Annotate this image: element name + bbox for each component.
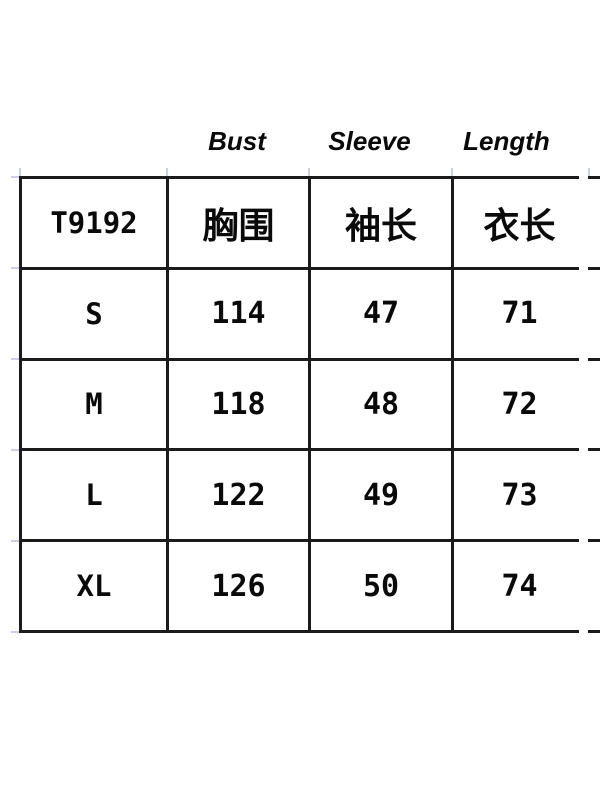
gridline-tick bbox=[19, 168, 21, 176]
gridline-tick bbox=[11, 176, 19, 178]
size-cell: L bbox=[22, 451, 166, 540]
size-cell: S bbox=[22, 269, 166, 358]
gridline-tick bbox=[308, 168, 310, 176]
row-line-extension bbox=[588, 176, 600, 179]
gridline-tick bbox=[11, 449, 19, 451]
bust-value-cell: 122 bbox=[169, 451, 308, 540]
gridline-tick bbox=[11, 358, 19, 360]
row-line-extension bbox=[588, 539, 600, 543]
length-column-label: Length bbox=[463, 125, 550, 156]
gridline-tick bbox=[588, 168, 590, 176]
length-value-cell: 73 bbox=[454, 451, 585, 540]
bust-column-label: Bust bbox=[208, 125, 266, 156]
bust-value-cell: 126 bbox=[169, 542, 308, 630]
length-value-cell: 74 bbox=[454, 542, 585, 630]
bust-value-cell: 114 bbox=[169, 269, 308, 358]
length-header-cell: 衣长 bbox=[454, 179, 585, 267]
size-cell: XL bbox=[22, 542, 166, 630]
gridline-tick bbox=[166, 168, 168, 176]
length-value-cell: 72 bbox=[454, 360, 585, 449]
row-line-extension bbox=[588, 630, 600, 633]
gridline-tick bbox=[11, 267, 19, 269]
size-table: T9192 胸围 袖长 衣长 S 114 47 71 M 118 48 72 L… bbox=[19, 176, 585, 633]
size-cell: M bbox=[22, 360, 166, 449]
bust-header-cell: 胸围 bbox=[169, 179, 308, 267]
product-code-cell: T9192 bbox=[22, 179, 166, 267]
sleeve-value-cell: 50 bbox=[311, 542, 451, 630]
sleeve-column-label: Sleeve bbox=[328, 125, 411, 156]
sleeve-value-cell: 47 bbox=[311, 269, 451, 358]
gridline-tick bbox=[11, 540, 19, 542]
sleeve-value-cell: 48 bbox=[311, 360, 451, 449]
gridline-tick bbox=[451, 168, 453, 176]
row-line-extension bbox=[588, 448, 600, 452]
sleeve-header-cell: 袖长 bbox=[311, 179, 451, 267]
bust-value-cell: 118 bbox=[169, 360, 308, 449]
sleeve-value-cell: 49 bbox=[311, 451, 451, 540]
row-line-extension bbox=[588, 266, 600, 270]
length-value-cell: 71 bbox=[454, 269, 585, 358]
gridline-tick bbox=[11, 631, 19, 633]
row-line-extension bbox=[588, 357, 600, 361]
